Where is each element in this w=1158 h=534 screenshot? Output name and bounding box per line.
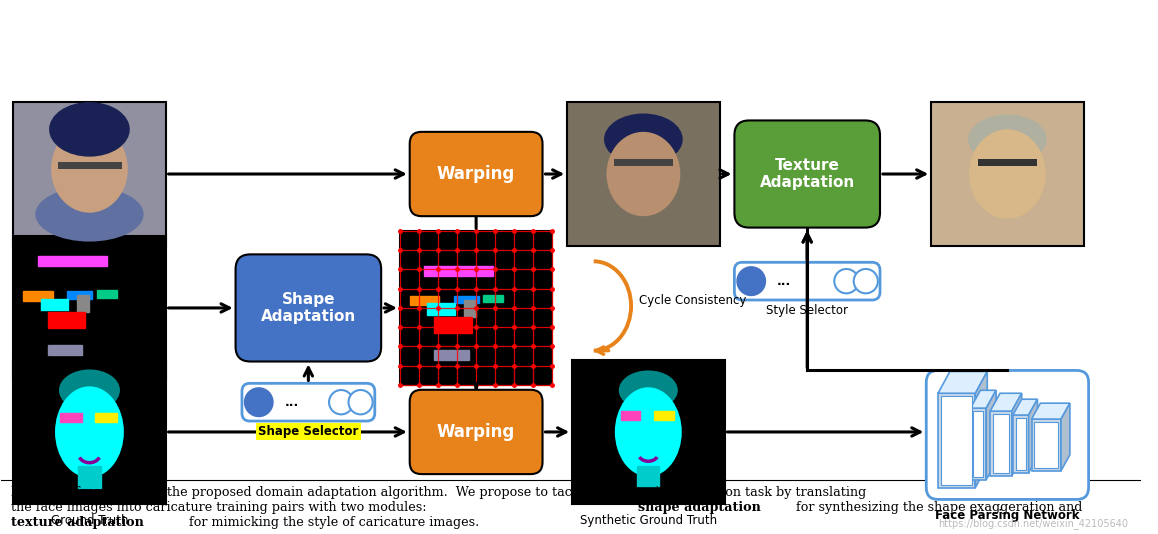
Polygon shape — [1061, 403, 1070, 470]
Bar — [567, 102, 719, 246]
Ellipse shape — [969, 129, 1046, 218]
Polygon shape — [975, 372, 988, 488]
Circle shape — [853, 269, 878, 293]
Bar — [13, 102, 166, 246]
Ellipse shape — [49, 102, 130, 156]
Circle shape — [349, 390, 373, 414]
Bar — [654, 411, 674, 420]
Text: Cycle Consistency: Cycle Consistency — [639, 294, 746, 308]
Bar — [78, 295, 89, 312]
Bar — [464, 300, 476, 317]
FancyBboxPatch shape — [926, 371, 1089, 499]
Bar — [637, 466, 659, 485]
Polygon shape — [1028, 399, 1038, 473]
Polygon shape — [938, 393, 975, 488]
Bar — [614, 159, 673, 166]
Polygon shape — [990, 411, 1012, 476]
Circle shape — [834, 269, 858, 293]
Text: Landmark Maps: Landmark Maps — [43, 390, 137, 403]
Bar — [13, 360, 166, 504]
Ellipse shape — [615, 387, 682, 477]
Bar — [425, 266, 493, 276]
Bar — [67, 290, 91, 299]
Bar — [621, 411, 640, 420]
Text: https://blog.csdn.net/weixin_42105640: https://blog.csdn.net/weixin_42105640 — [938, 519, 1128, 529]
Text: Face Parsing Network: Face Parsing Network — [936, 509, 1079, 522]
Bar — [41, 299, 68, 310]
Bar — [484, 295, 504, 302]
Circle shape — [244, 388, 273, 417]
Bar — [95, 413, 117, 422]
Polygon shape — [1013, 415, 1028, 473]
Bar — [974, 411, 983, 477]
Bar — [572, 360, 725, 504]
Bar — [38, 256, 107, 266]
Ellipse shape — [607, 132, 680, 216]
Bar — [23, 290, 52, 301]
Circle shape — [736, 267, 765, 295]
Bar — [1016, 418, 1026, 469]
Ellipse shape — [36, 187, 144, 241]
FancyBboxPatch shape — [734, 262, 880, 300]
Bar — [454, 295, 478, 303]
Ellipse shape — [59, 370, 120, 411]
Bar — [410, 295, 439, 305]
Polygon shape — [990, 393, 1021, 411]
Bar — [434, 317, 471, 333]
Polygon shape — [1013, 399, 1038, 415]
Circle shape — [329, 390, 353, 414]
Text: shape adaptation: shape adaptation — [638, 501, 761, 514]
Text: Fig. 2: Fig. 2 — [12, 485, 52, 499]
FancyBboxPatch shape — [410, 132, 543, 216]
Polygon shape — [1032, 419, 1061, 470]
Bar — [400, 231, 552, 385]
Ellipse shape — [968, 114, 1047, 164]
Text: ...: ... — [777, 274, 791, 288]
FancyBboxPatch shape — [734, 121, 880, 227]
Bar — [60, 413, 81, 422]
Text: Style Selector: Style Selector — [767, 304, 848, 317]
Text: Shape Selector: Shape Selector — [258, 425, 359, 438]
Text: Warping: Warping — [437, 165, 515, 183]
Text: Input Photo: Input Photo — [56, 256, 124, 269]
Bar — [58, 162, 122, 169]
Bar — [1034, 422, 1058, 468]
Bar — [47, 312, 85, 328]
FancyBboxPatch shape — [235, 254, 381, 362]
Polygon shape — [987, 390, 996, 480]
Bar — [977, 159, 1036, 166]
Ellipse shape — [56, 386, 124, 477]
Text: Ground Truth: Ground Truth — [51, 514, 129, 527]
Ellipse shape — [618, 371, 677, 410]
FancyBboxPatch shape — [242, 383, 375, 421]
Polygon shape — [1012, 393, 1021, 476]
Text: for mimicking the style of caricature images.: for mimicking the style of caricature im… — [185, 516, 479, 529]
Polygon shape — [938, 372, 988, 393]
Bar — [47, 345, 82, 355]
Bar — [941, 396, 973, 484]
Text: Warping: Warping — [437, 423, 515, 441]
Bar — [434, 350, 469, 360]
Text: Synthetic Ground Truth: Synthetic Ground Truth — [580, 514, 717, 527]
Bar — [994, 414, 1009, 473]
Bar — [931, 102, 1084, 246]
Ellipse shape — [51, 125, 127, 213]
Text: Texture
Adaptation: Texture Adaptation — [760, 158, 855, 190]
Text: for synthesizing the shape exaggeration and: for synthesizing the shape exaggeration … — [792, 501, 1083, 514]
Polygon shape — [970, 408, 987, 480]
Text: Shape
Adaptation: Shape Adaptation — [261, 292, 356, 324]
FancyBboxPatch shape — [410, 390, 543, 474]
Text: the face images into caricature training pairs with two modules:: the face images into caricature training… — [12, 501, 431, 514]
Bar — [13, 236, 166, 380]
Text: texture adaptation: texture adaptation — [12, 516, 144, 529]
Polygon shape — [970, 390, 996, 408]
Polygon shape — [1032, 403, 1070, 419]
Bar — [78, 466, 101, 488]
Ellipse shape — [604, 114, 683, 165]
Text: ...: ... — [285, 396, 299, 409]
Bar — [427, 303, 455, 316]
Bar — [97, 289, 117, 297]
Text: .  Framework of the proposed domain adaptation algorithm.  We propose to tackle : . Framework of the proposed domain adapt… — [60, 485, 866, 499]
